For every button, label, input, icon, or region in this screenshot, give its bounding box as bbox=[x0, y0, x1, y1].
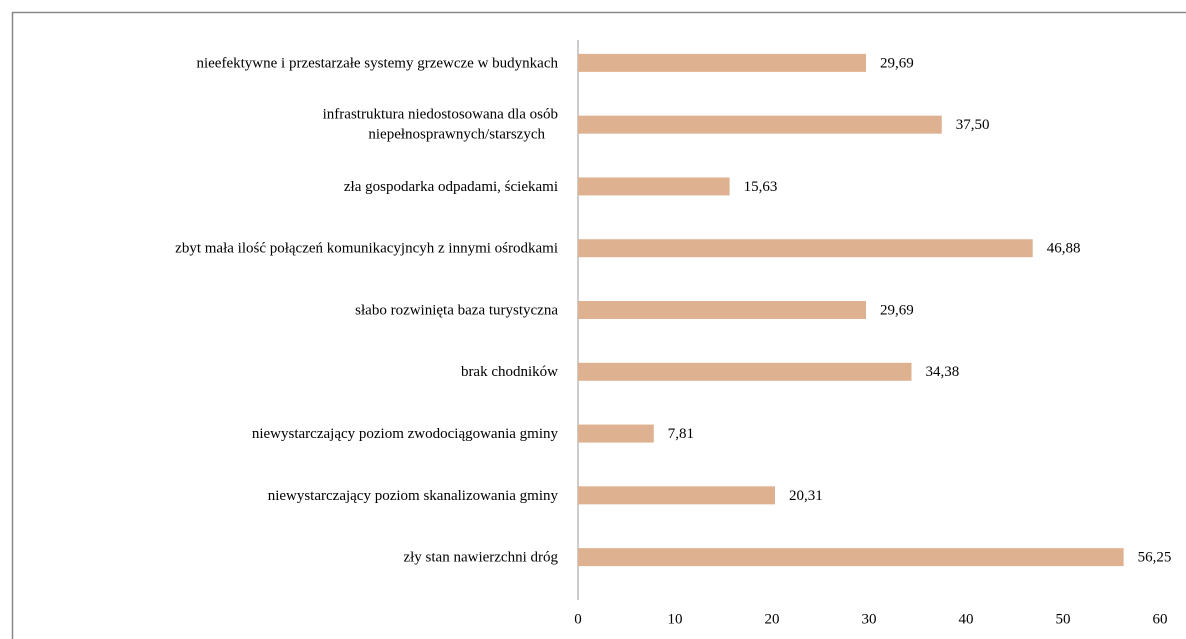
bar bbox=[578, 301, 866, 319]
value-label: 34,38 bbox=[925, 364, 959, 380]
y-tick-label: nieefektywne i przestarzałe systemy grze… bbox=[196, 55, 558, 71]
bar bbox=[578, 53, 866, 72]
value-label: 7,81 bbox=[668, 426, 694, 442]
y-tick-label: niewystarczający poziom zwodociągowania … bbox=[252, 426, 559, 442]
x-tick-label: 10 bbox=[668, 611, 683, 627]
bar bbox=[578, 115, 942, 134]
bar bbox=[578, 486, 776, 505]
x-tick-label: 30 bbox=[862, 611, 877, 627]
value-label: 29,69 bbox=[880, 55, 914, 71]
y-tick-label: brak chodników bbox=[461, 364, 558, 380]
y-tick-label: niewystarczający poziom skanalizowania g… bbox=[268, 488, 559, 504]
y-tick-label: zła gospodarka odpadami, ściekami bbox=[344, 179, 558, 195]
x-tick-label: 20 bbox=[765, 611, 780, 627]
x-tick-label: 60 bbox=[1153, 611, 1168, 627]
y-tick-label: słabo rozwinięta baza turystyczna bbox=[355, 302, 558, 318]
bar bbox=[578, 177, 730, 196]
y-tick-label: zbyt mała ilość połączeń komunikacyjncyh… bbox=[175, 241, 558, 257]
value-label: 37,50 bbox=[956, 117, 990, 133]
bar bbox=[578, 424, 654, 443]
y-tick-label: infrastruktura niedostosowana dla osób ni… bbox=[323, 107, 558, 143]
value-label: 29,69 bbox=[880, 302, 914, 318]
x-tick-label: 50 bbox=[1056, 611, 1071, 627]
x-tick-label: 0 bbox=[574, 611, 582, 627]
x-tick-label: 40 bbox=[959, 611, 974, 627]
y-tick-label: zły stan nawierzchni dróg bbox=[403, 550, 558, 566]
value-label: 46,88 bbox=[1047, 241, 1081, 257]
frame bbox=[11, 11, 1186, 639]
bar bbox=[578, 548, 1124, 567]
value-label: 20,31 bbox=[789, 488, 823, 504]
bar bbox=[578, 239, 1033, 258]
value-label: 15,63 bbox=[744, 179, 778, 195]
value-label: 56,25 bbox=[1138, 550, 1172, 566]
bar bbox=[578, 362, 912, 381]
